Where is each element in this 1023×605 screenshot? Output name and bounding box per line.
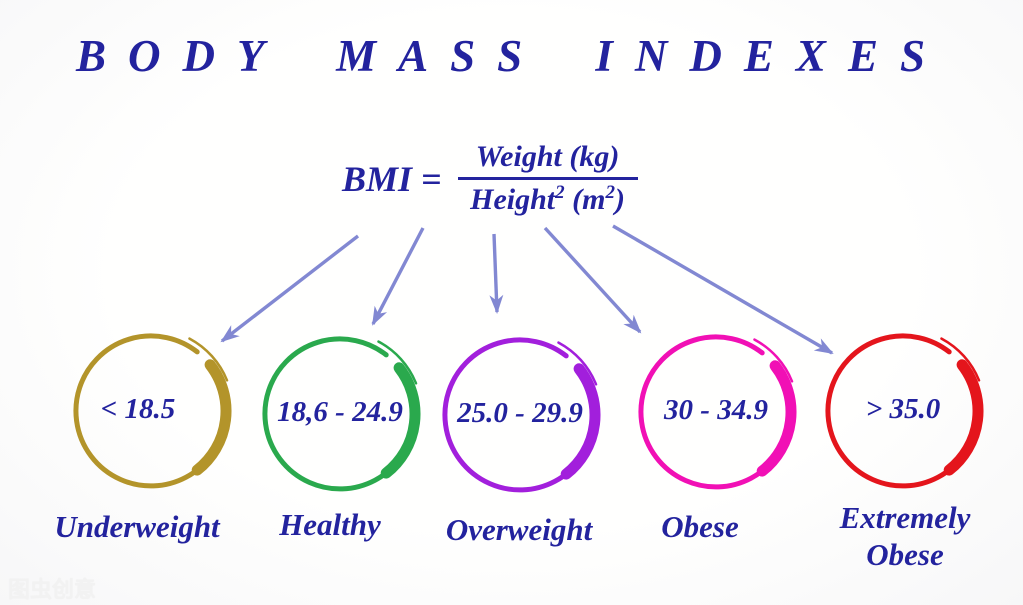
arrow-to-healthy <box>371 227 425 326</box>
range-obese: 30 - 34.9 <box>664 394 768 427</box>
brush-circle-icon <box>825 333 984 489</box>
formula-fraction: Weight (kg) Height2 (m2) <box>457 140 638 217</box>
denominator-unit-exponent: 2 <box>605 182 615 203</box>
range-healthy: 18,6 - 24.9 <box>277 396 403 429</box>
arrow-to-obese <box>543 226 642 334</box>
label-underweight: Underweight <box>54 509 220 544</box>
formula-numerator: Weight (kg) <box>457 140 638 180</box>
arrow-to-overweight <box>489 233 504 314</box>
brush-circle-icon <box>73 333 232 489</box>
label-extremely-obese: Extremely Obese <box>839 500 971 572</box>
range-overweight: 25.0 - 29.9 <box>457 397 583 430</box>
brush-circle-icon <box>442 337 601 493</box>
range-extremely-obese: > 35.0 <box>865 393 941 426</box>
denominator-base: Height <box>470 183 556 216</box>
category-circle-obese: 30 - 34.9 <box>626 322 806 502</box>
category-circle-underweight: < 18.5 <box>61 321 241 501</box>
label-obese: Obese <box>661 509 739 544</box>
page-title: BODY MASS INDEXES <box>76 31 947 81</box>
category-circle-healthy: 18,6 - 24.9 <box>250 324 430 504</box>
formula-denominator: Height2 (m2) <box>458 180 638 217</box>
watermark: 图虫创意 <box>8 578 97 603</box>
label-overweight: Overweight <box>445 512 593 547</box>
category-circle-overweight: 25.0 - 29.9 <box>430 325 610 505</box>
bmi-formula: BMI = Weight (kg) Height2 (m2) <box>342 140 638 217</box>
denominator-exponent: 2 <box>555 182 565 203</box>
brush-circle-icon <box>638 334 797 490</box>
category-circle-extremely-obese: > 35.0 <box>813 321 993 501</box>
brush-circle-icon <box>262 336 421 492</box>
denominator-unit-open: (m <box>572 183 606 216</box>
label-healthy: Healthy <box>279 507 381 542</box>
formula-lhs: BMI = <box>342 158 442 199</box>
denominator-unit-close: ) <box>614 183 625 216</box>
range-underweight: < 18.5 <box>100 393 176 426</box>
